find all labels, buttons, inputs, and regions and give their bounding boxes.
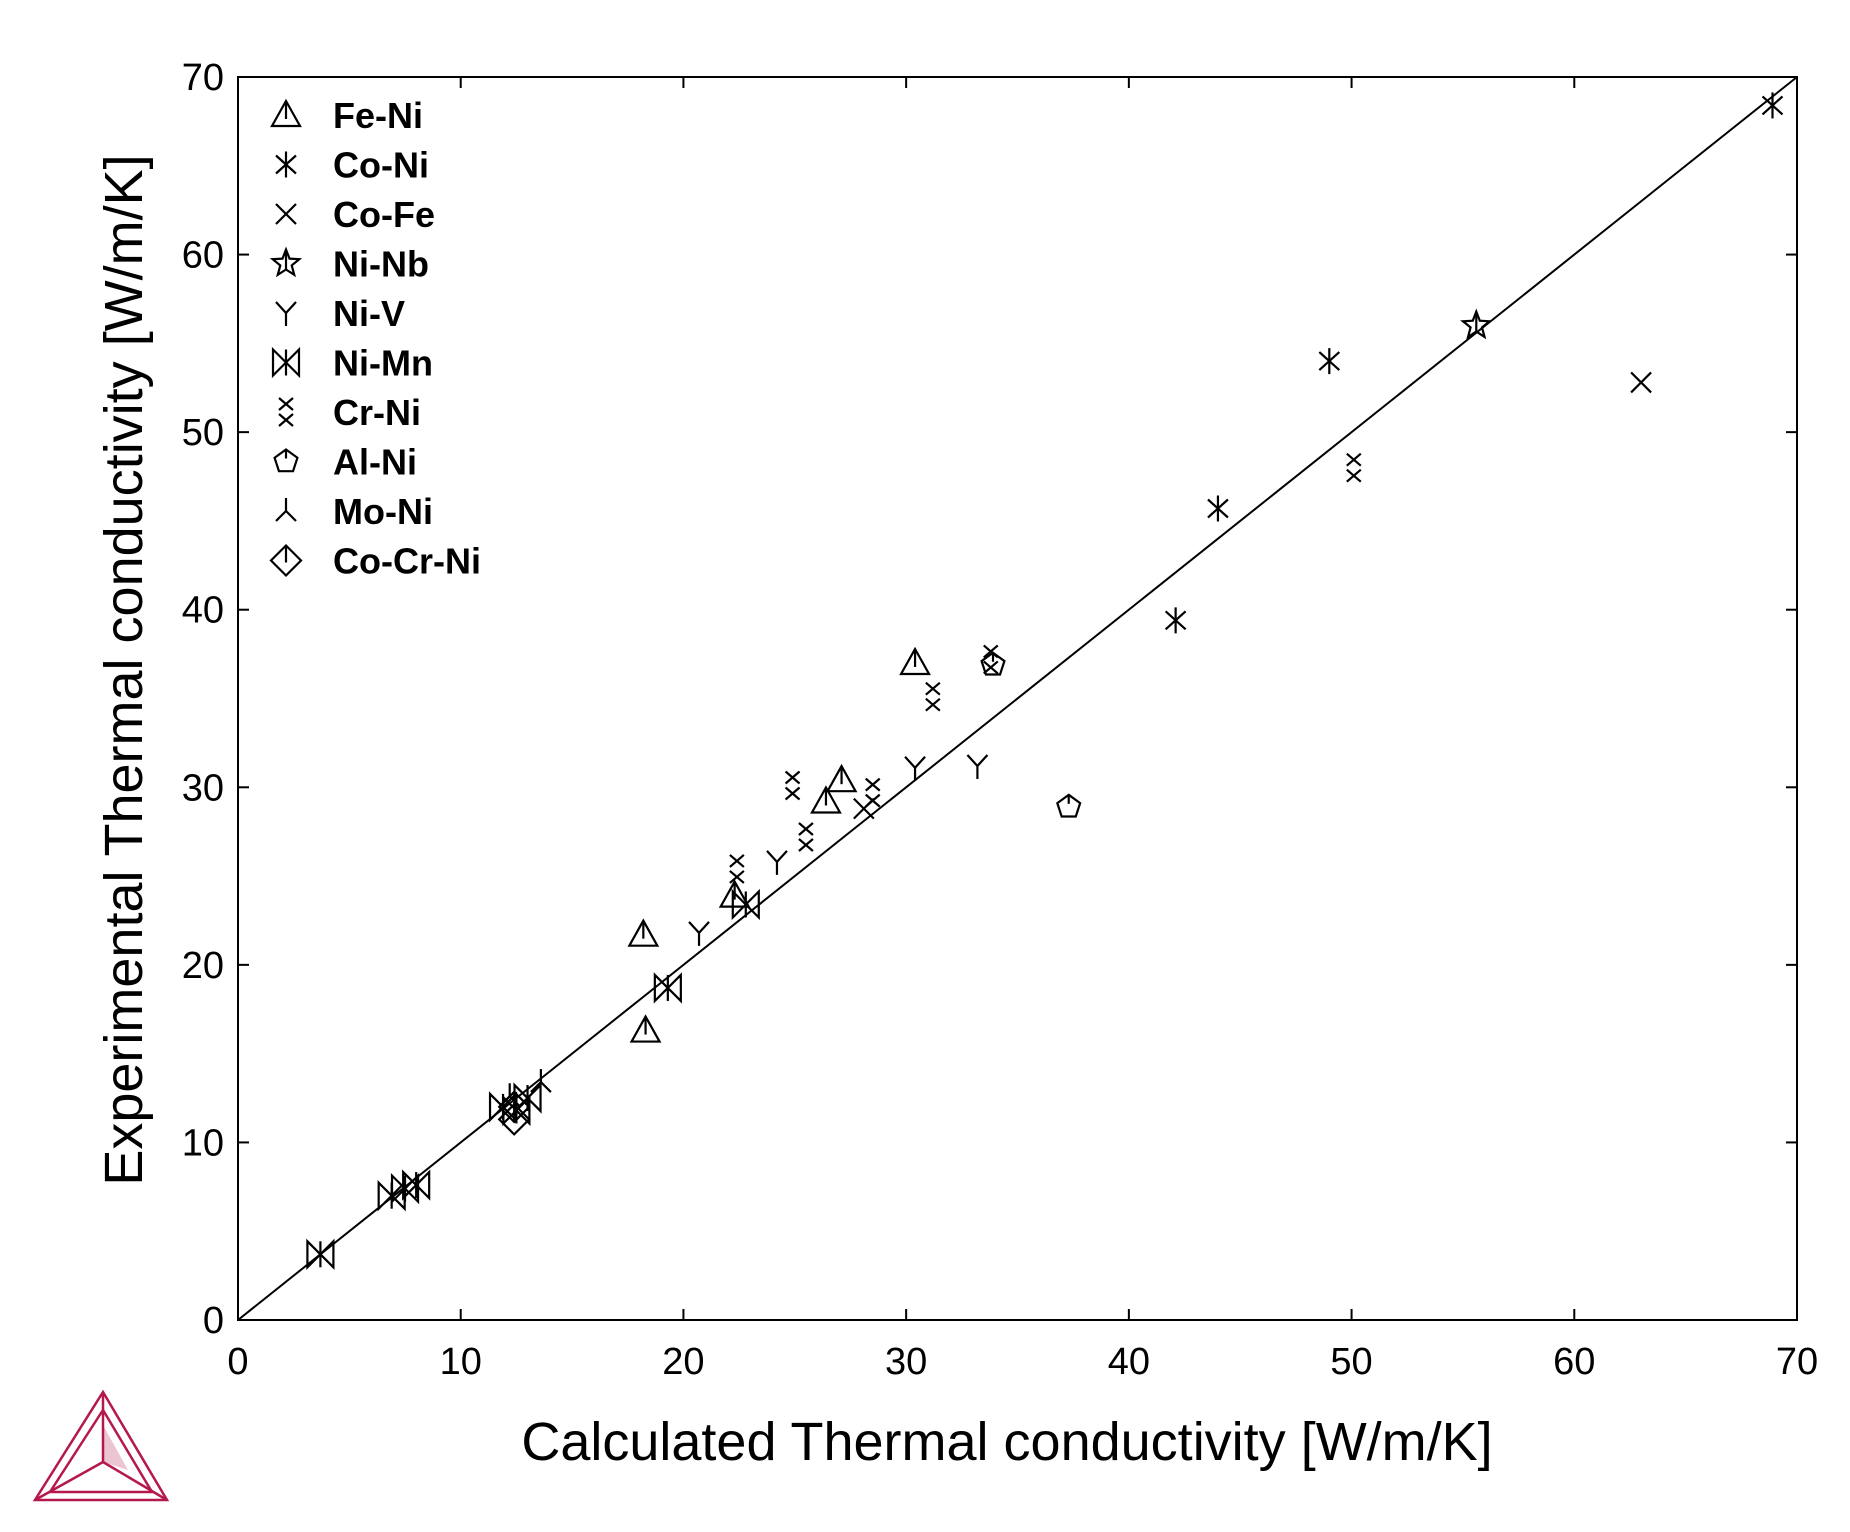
legend-marker-fe-ni [270, 98, 302, 128]
y-axis-ticks: 0 10 20 30 40 50 60 70 [182, 57, 1797, 1342]
point-mo-ni [530, 1069, 552, 1093]
point-ni-mn [653, 972, 682, 1004]
point-ni-v [904, 756, 926, 781]
legend-marker-co-ni [275, 151, 297, 178]
point-ni-v [966, 754, 989, 779]
point-fe-ni [899, 646, 931, 676]
point-cr-ni [784, 770, 801, 801]
point-al-ni [1056, 793, 1082, 818]
x-axis-ticks: 0 10 20 30 40 50 60 70 [227, 77, 1818, 1383]
legend-marker-ni-mn [271, 346, 301, 379]
logo-line [102, 1460, 168, 1502]
point-cr-ni [729, 854, 745, 884]
legend: Fe-Ni Co-Ni Co-Fe Ni-Nb Ni-V Ni-Mn Cr-Ni Al-Ni M… [269, 95, 481, 582]
y-tick-label: 60 [182, 235, 224, 277]
point-al-ni [980, 651, 1006, 676]
logo-line [34, 1460, 104, 1502]
plot-frame [237, 76, 1798, 1321]
point-co-ni [1207, 495, 1229, 522]
legend-marker-ni-nb [269, 246, 303, 278]
point-cr-ni [925, 681, 941, 712]
legend-label-fe-ni: Fe-Ni [333, 95, 423, 136]
point-fe-ni [825, 763, 858, 793]
y-tick-label: 40 [182, 590, 224, 632]
legend-label-co-ni: Co-Ni [333, 145, 429, 186]
logo-outer-triangle [32, 1389, 170, 1502]
legend-label-al-ni: Al-Ni [333, 442, 417, 483]
point-co-cr-ni [497, 1090, 531, 1124]
legend-label-ni-nb: Ni-Nb [333, 244, 429, 285]
point-fe-ni [718, 879, 751, 908]
legend-marker-ni-v [275, 301, 297, 326]
legend-marker-co-cr-ni [269, 543, 303, 578]
point-cr-ni [798, 822, 814, 852]
logo-inner-triangle [47, 1407, 155, 1494]
y-tick-label: 10 [182, 1122, 224, 1164]
y-tick-label: 30 [182, 767, 224, 809]
point-cr-ni [865, 777, 881, 808]
legend-label-co-cr-ni: Co-Cr-Ni [333, 541, 481, 582]
legend-marker-co-fe [275, 203, 297, 225]
data-points [306, 92, 1784, 1270]
x-tick-label: 40 [1108, 1341, 1150, 1383]
legend-label-co-fe: Co-Fe [333, 194, 435, 235]
point-fe-ni [627, 918, 660, 947]
point-co-fe [1630, 371, 1652, 394]
point-co-ni [1318, 348, 1341, 375]
x-tick-label: 60 [1553, 1341, 1595, 1383]
thermo-calc-logo [32, 1389, 170, 1502]
legend-label-cr-ni: Cr-Ni [333, 392, 421, 433]
legend-label-ni-v: Ni-V [333, 293, 405, 334]
point-ni-nb [1460, 308, 1493, 340]
legend-marker-mo-ni [275, 498, 297, 522]
point-fe-ni [810, 785, 842, 814]
point-ni-v [688, 921, 710, 946]
axes-frame [237, 76, 1798, 1321]
point-cr-ni [1346, 452, 1362, 483]
y-tick-label: 50 [182, 412, 224, 454]
x-tick-label: 70 [1776, 1341, 1818, 1383]
x-tick-label: 20 [662, 1341, 704, 1383]
point-ni-mn [731, 888, 760, 921]
y-tick-label: 20 [182, 945, 224, 987]
point-ni-v [766, 850, 788, 875]
logo-facet [103, 1425, 128, 1470]
point-co-ni [1164, 607, 1187, 634]
x-axis-label: Calculated Thermal conductivity [W/m/K] [521, 1412, 1492, 1472]
legend-label-mo-ni: Mo-Ni [333, 491, 433, 532]
point-co-ni [1761, 92, 1784, 119]
legend-marker-cr-ni [278, 397, 294, 427]
x-tick-label: 10 [440, 1341, 482, 1383]
y-tick-label: 70 [182, 57, 224, 99]
point-ni-mn [306, 1238, 335, 1270]
legend-label-ni-mn: Ni-Mn [333, 343, 433, 384]
point-ni-mn [402, 1169, 431, 1201]
y-axis-label: Experimental Thermal conductivity [W/m/K… [94, 154, 154, 1185]
identity-reference-line [237, 76, 1798, 1321]
point-fe-ni [629, 1014, 662, 1043]
legend-marker-al-ni [273, 448, 299, 473]
x-tick-label: 0 [227, 1341, 248, 1383]
point-cr-ni [983, 644, 999, 675]
x-tick-label: 50 [1330, 1341, 1372, 1383]
x-tick-label: 30 [885, 1341, 927, 1383]
y-tick-label: 0 [203, 1300, 224, 1342]
